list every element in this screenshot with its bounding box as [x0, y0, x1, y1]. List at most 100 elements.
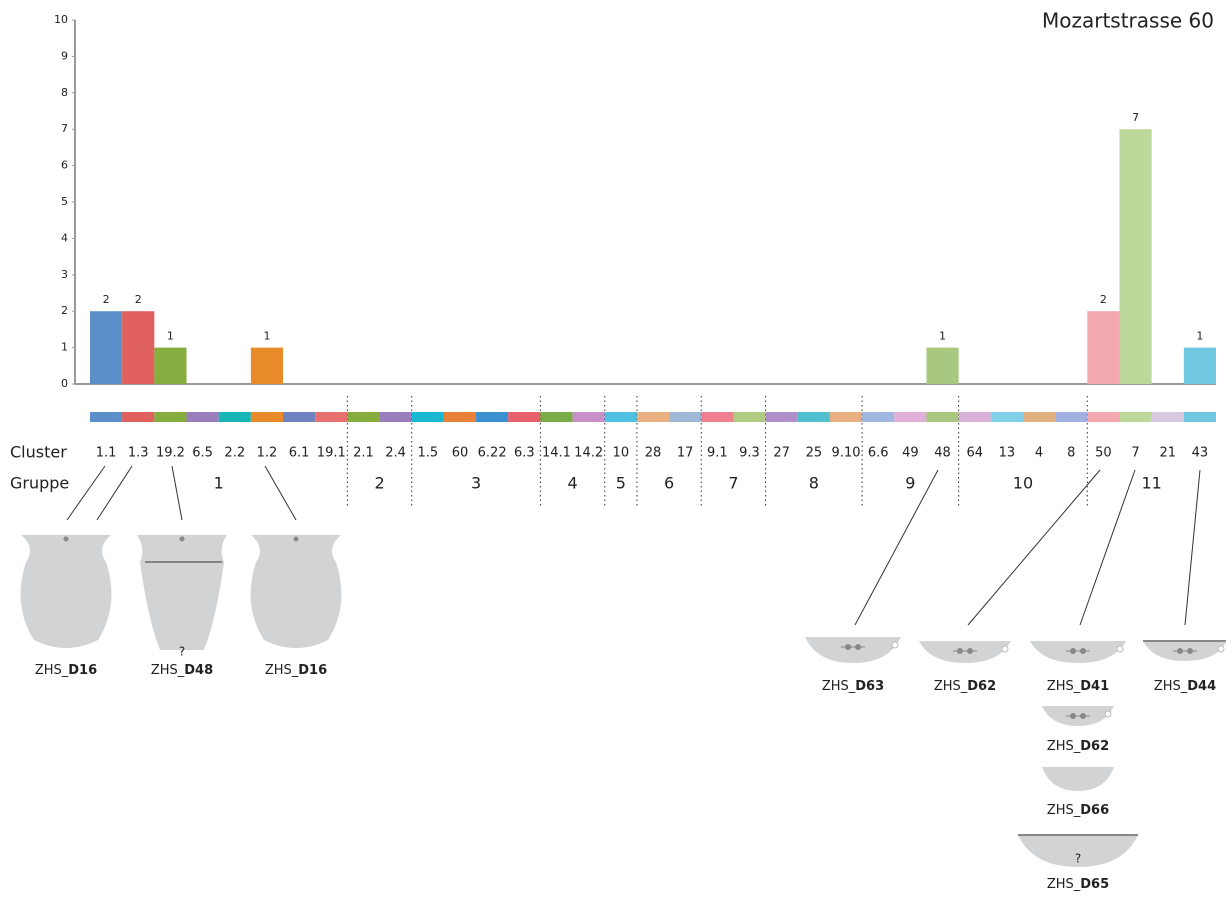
group-label: 8 — [809, 474, 819, 493]
x-tick-label: 14.1 — [542, 446, 571, 461]
color-swatch — [572, 412, 605, 422]
bar — [250, 347, 284, 384]
x-tick-label: 64 — [966, 446, 983, 461]
connector — [1079, 469, 1136, 626]
group-label: 7 — [728, 474, 738, 493]
vessel-knob — [63, 536, 69, 542]
vessel-label: ZHS_D65 — [1047, 877, 1109, 892]
vessel-label: ZHS_D48 — [151, 663, 213, 678]
vessel-prefix: ZHS_ — [822, 679, 856, 694]
color-swatch — [476, 412, 509, 422]
y-tick-label: 7 — [61, 122, 68, 135]
vessel-prefix: ZHS_ — [1047, 739, 1081, 754]
x-tick-label: 1.5 — [417, 446, 438, 461]
x-tick-label: 27 — [773, 446, 790, 461]
vessel-prefix: ZHS_ — [1047, 679, 1081, 694]
x-tick-label: 8 — [1067, 446, 1075, 461]
vessel-handle — [1001, 645, 1009, 653]
value-label: 1 — [1196, 330, 1203, 343]
x-tick-label: 9.10 — [832, 446, 861, 461]
x-tick-label: 48 — [934, 446, 951, 461]
color-swatch — [347, 412, 380, 422]
vessel-knob — [293, 536, 299, 542]
vessel-label: ZHS_D63 — [822, 679, 884, 694]
x-tick-label: 10 — [613, 446, 630, 461]
x-tick-label: 49 — [902, 446, 919, 461]
x-tick-label: 9.3 — [739, 446, 760, 461]
vessel-prefix: ZHS_ — [265, 663, 299, 678]
vessel-code: D66 — [1080, 803, 1109, 818]
vessel-knob — [1177, 648, 1183, 654]
x-tick-label: 6.5 — [192, 446, 213, 461]
vessel-code: D41 — [1080, 679, 1109, 694]
group-label: 3 — [471, 474, 481, 493]
vessel-knob — [1080, 648, 1086, 654]
color-swatch — [1022, 412, 1056, 422]
vessel-label: ZHS_D44 — [1154, 679, 1216, 694]
x-tick-label: 28 — [645, 446, 662, 461]
group-label: 5 — [616, 474, 626, 493]
x-tick-label: 14.2 — [574, 446, 603, 461]
x-tick-label: 6.3 — [514, 446, 535, 461]
color-swatch — [797, 412, 830, 422]
connector — [96, 465, 133, 521]
vessel-knob — [957, 648, 963, 654]
color-swatch — [1151, 412, 1184, 422]
color-swatch — [218, 412, 251, 422]
vessel-label: ZHS_D66 — [1047, 803, 1109, 818]
y-tick-label: 1 — [61, 341, 68, 354]
vessel-label: ZHS_D62 — [934, 679, 996, 694]
bar — [90, 311, 123, 384]
vessel-note: ? — [179, 645, 185, 659]
color-swatch — [1183, 412, 1216, 422]
y-tick-label: 2 — [61, 304, 68, 317]
color-swatch — [733, 412, 766, 422]
value-label: 1 — [263, 330, 270, 343]
color-swatch — [154, 412, 187, 422]
x-tick-label: 60 — [452, 446, 469, 461]
y-tick-label: 3 — [61, 268, 68, 281]
color-swatch — [765, 412, 798, 422]
group-label: 2 — [374, 474, 384, 493]
vessel-knob — [1187, 648, 1193, 654]
connector — [967, 469, 1101, 626]
y-tick-label: 4 — [61, 231, 68, 244]
vessel-code: D63 — [855, 679, 884, 694]
vessel-shape — [250, 535, 342, 648]
group-row-label: Gruppe — [10, 474, 69, 493]
connector — [1184, 469, 1201, 626]
vessel-shape — [919, 641, 1011, 663]
color-swatch — [90, 412, 123, 422]
chart-title: Mozartstrasse 60 — [1042, 9, 1214, 33]
vessel-label: ZHS_D41 — [1047, 679, 1109, 694]
color-swatch — [1087, 412, 1120, 422]
group-label: 4 — [567, 474, 577, 493]
bar — [1087, 311, 1120, 384]
color-swatch — [283, 412, 316, 422]
color-swatch — [926, 412, 959, 422]
x-tick-label: 25 — [806, 446, 823, 461]
vessel-code: D62 — [967, 679, 996, 694]
y-tick-label: 10 — [54, 13, 68, 26]
x-tick-label: 2.4 — [385, 446, 406, 461]
bar — [122, 311, 155, 384]
bar — [154, 347, 187, 384]
vessel-knob — [855, 644, 861, 650]
y-tick-label: 6 — [61, 159, 68, 172]
x-tick-label: 19.1 — [317, 446, 346, 461]
value-label: 1 — [167, 330, 174, 343]
vessel-prefix: ZHS_ — [934, 679, 968, 694]
value-label: 1 — [939, 330, 946, 343]
color-swatch — [636, 412, 670, 422]
value-label: 7 — [1132, 111, 1139, 124]
vessel-code: D16 — [68, 663, 97, 678]
connectors — [66, 465, 1201, 626]
vessel-label: ZHS_D16 — [35, 663, 97, 678]
color-swatch — [829, 412, 863, 422]
vessel-knob — [845, 644, 851, 650]
vessel-knob — [1080, 713, 1086, 719]
connector — [854, 469, 939, 626]
group-label: 11 — [1141, 474, 1161, 493]
vessel-code: D62 — [1080, 739, 1109, 754]
